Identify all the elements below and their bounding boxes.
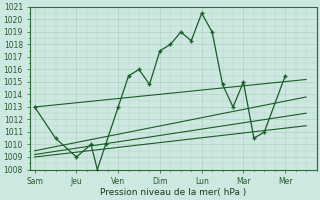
- X-axis label: Pression niveau de la mer( hPa ): Pression niveau de la mer( hPa ): [100, 188, 247, 197]
